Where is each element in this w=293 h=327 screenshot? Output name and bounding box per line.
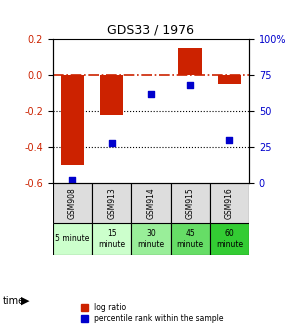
Bar (61, 75, 84, 165)
Text: GSM916: GSM916 (225, 187, 234, 219)
Text: time: time (3, 296, 25, 306)
Point (70, 177, 75, 182)
Text: GSM908: GSM908 (68, 187, 77, 219)
Bar (178, 48, 202, 75)
Text: 60
minute: 60 minute (216, 229, 243, 249)
FancyBboxPatch shape (92, 183, 131, 223)
FancyBboxPatch shape (131, 223, 171, 255)
FancyBboxPatch shape (53, 223, 92, 255)
Text: 45
minute: 45 minute (177, 229, 204, 249)
FancyBboxPatch shape (210, 183, 249, 223)
FancyBboxPatch shape (171, 223, 210, 255)
FancyBboxPatch shape (131, 183, 171, 223)
Text: GSM915: GSM915 (186, 187, 195, 219)
Text: 15
minute: 15 minute (98, 229, 125, 249)
FancyBboxPatch shape (92, 223, 131, 255)
Bar (100, 75, 123, 115)
Point (188, 83, 193, 88)
Text: GSM913: GSM913 (107, 187, 116, 219)
Text: 30
minute: 30 minute (137, 229, 164, 249)
Legend: log ratio, percentile rank within the sample: log ratio, percentile rank within the sa… (81, 303, 224, 323)
FancyBboxPatch shape (210, 223, 249, 255)
Text: ▶: ▶ (21, 296, 29, 306)
Text: 5 minute: 5 minute (55, 234, 90, 243)
Point (227, 137, 232, 143)
FancyBboxPatch shape (171, 183, 210, 223)
Point (149, 91, 153, 96)
FancyBboxPatch shape (53, 183, 92, 223)
Point (109, 140, 114, 146)
Bar (218, 75, 241, 84)
Title: GDS33 / 1976: GDS33 / 1976 (108, 24, 194, 37)
Text: GSM914: GSM914 (146, 187, 155, 219)
